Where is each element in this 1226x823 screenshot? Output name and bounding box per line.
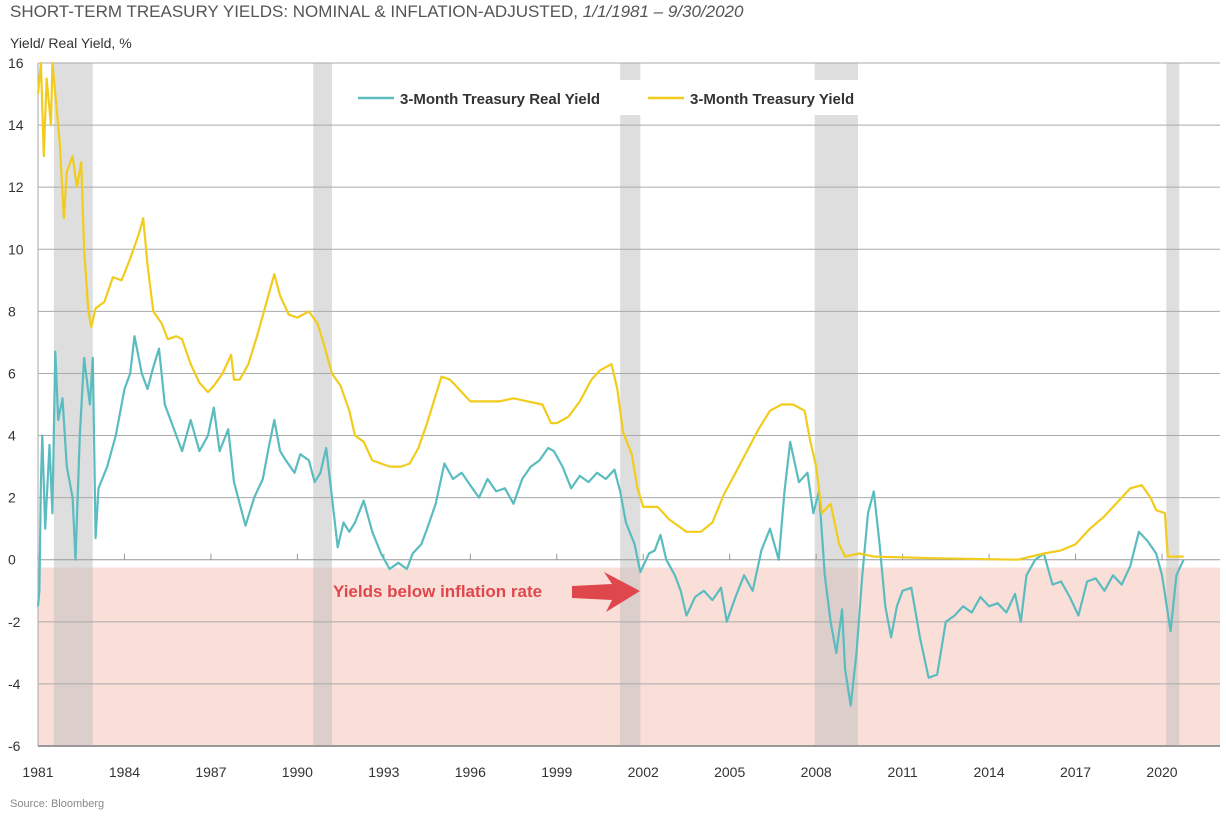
y-tick-label: 4: [8, 428, 16, 444]
y-tick-label: 0: [8, 552, 16, 568]
x-tick-label: 2008: [801, 764, 832, 780]
x-tick-label: 1993: [368, 764, 399, 780]
nominal-yield-line: [36, 61, 1184, 561]
legend: 3-Month Treasury Real Yield 3-Month Treas…: [333, 80, 863, 115]
annotation-text: Yields below inflation rate: [333, 582, 542, 601]
y-tick-label: 6: [8, 365, 16, 381]
real-yield-line: [36, 335, 1185, 707]
y-tick-label: 16: [8, 55, 24, 71]
legend-label: 3-Month Treasury Yield: [690, 91, 854, 108]
recession-bar: [814, 63, 858, 746]
recession-bar: [620, 63, 641, 746]
annotation-arrow: [572, 572, 640, 612]
x-tick-label: 2017: [1060, 764, 1091, 780]
y-tick-label: 14: [8, 117, 24, 133]
x-tick-label: 1981: [22, 764, 53, 780]
y-tick-label: 10: [8, 241, 24, 257]
x-tick-label: 2014: [973, 764, 1004, 780]
x-tick-label: 1990: [282, 764, 313, 780]
x-tick-label: 1987: [195, 764, 226, 780]
x-tick-label: 1984: [109, 764, 140, 780]
recession-bar: [1166, 63, 1180, 746]
source-note: Source: Bloomberg: [10, 798, 104, 810]
legend-box: [333, 80, 863, 115]
x-tick-label: 1999: [541, 764, 572, 780]
x-tick-label: 2011: [888, 764, 918, 780]
x-tick-label: 1996: [455, 764, 486, 780]
x-tick-label: 2002: [628, 764, 659, 780]
chart-title: SHORT-TERM TREASURY YIELDS: NOMINAL & IN…: [10, 2, 744, 21]
chart-date-range: 1/1/1981 – 9/30/2020: [583, 2, 744, 21]
x-tick-label: 2020: [1146, 764, 1177, 780]
recession-bar: [313, 63, 332, 746]
y-tick-label: 12: [8, 179, 24, 195]
y-tick-label: 8: [8, 303, 16, 319]
y-tick-label: -6: [8, 738, 21, 754]
y-axis-label: Yield/ Real Yield, %: [10, 35, 132, 51]
x-tick-label: 2005: [714, 764, 745, 780]
y-tick-label: -4: [8, 676, 21, 692]
y-tick-label: 2: [8, 490, 16, 506]
legend-label: 3-Month Treasury Real Yield: [400, 91, 600, 108]
y-tick-label: -2: [8, 614, 21, 630]
